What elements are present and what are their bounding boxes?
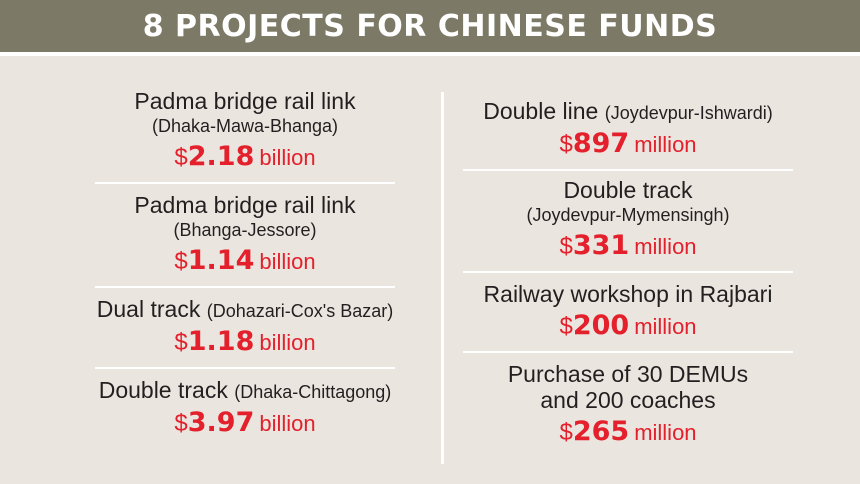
project-name-main: Dual track [96, 296, 201, 322]
amount-value: 897 [572, 128, 630, 159]
currency-symbol: $ [174, 329, 188, 356]
project-item: Padma bridge rail link (Bhanga-Jessore) … [95, 184, 395, 286]
project-name: Purchase of 30 DEMUs [507, 361, 749, 387]
project-amount: $1.18 billion [174, 325, 315, 363]
header-rule [0, 52, 860, 56]
currency-symbol: $ [174, 144, 188, 171]
project-amount: $2.18 billion [174, 140, 315, 178]
divider [463, 169, 793, 171]
amount-value: 200 [572, 310, 630, 341]
amount-value: 3.97 [187, 407, 255, 438]
amount-unit: million [634, 234, 697, 259]
project-name-main: Double line [483, 98, 599, 124]
divider [95, 182, 395, 184]
project-amount: $265 million [559, 415, 696, 453]
amount-unit: million [634, 420, 697, 445]
project-item: Railway workshop in Rajbari $200 million [463, 273, 793, 351]
currency-symbol: $ [559, 313, 573, 340]
amount-value: 331 [572, 230, 630, 261]
currency-symbol: $ [174, 410, 188, 437]
header-banner: 8 PROJECTS FOR CHINESE FUNDS [0, 0, 860, 52]
project-route: (Joydevpur-Mymensingh) [526, 205, 730, 225]
page-title: 8 PROJECTS FOR CHINESE FUNDS [142, 8, 718, 44]
project-route: (Bhanga-Jessore) [173, 220, 317, 240]
currency-symbol: $ [559, 233, 573, 260]
project-amount: $331 million [559, 229, 696, 267]
amount-value: 1.14 [187, 245, 255, 276]
project-name: Padma bridge rail link [134, 88, 356, 114]
project-name: Double track (Dhaka-Chittagong) [99, 377, 392, 404]
currency-symbol: $ [559, 419, 573, 446]
project-name: Railway workshop in Rajbari [483, 281, 773, 307]
project-item: Double track (Dhaka-Chittagong) $3.97 bil… [95, 369, 395, 444]
currency-symbol: $ [174, 248, 188, 275]
project-route: (Dhaka-Chittagong) [234, 382, 392, 402]
divider [95, 367, 395, 369]
amount-unit: billion [259, 249, 316, 274]
divider [463, 271, 793, 273]
currency-symbol: $ [559, 131, 573, 158]
left-project-column: Padma bridge rail link (Dhaka-Mawa-Bhang… [95, 88, 395, 444]
amount-unit: billion [259, 330, 316, 355]
project-route: (Dohazari-Cox's Bazar) [206, 301, 394, 321]
amount-value: 1.18 [187, 326, 255, 357]
project-amount: $1.14 billion [174, 244, 315, 282]
amount-unit: billion [259, 145, 316, 170]
divider [95, 286, 395, 288]
amount-unit: million [634, 132, 697, 157]
project-item: Padma bridge rail link (Dhaka-Mawa-Bhang… [95, 88, 395, 182]
amount-value: 2.18 [187, 141, 255, 172]
project-item: Double line (Joydevpur-Ishwardi) $897 mil… [463, 90, 793, 169]
project-item: Dual track (Dohazari-Cox's Bazar) $1.18 b… [95, 288, 395, 367]
project-name: Double track [563, 177, 693, 203]
project-route: (Joydevpur-Ishwardi) [604, 103, 773, 123]
project-item: Purchase of 30 DEMUs and 200 coaches $26… [463, 353, 793, 453]
divider [463, 351, 793, 353]
project-name: Dual track (Dohazari-Cox's Bazar) [97, 296, 393, 323]
amount-unit: million [634, 314, 697, 339]
project-name-line2: and 200 coaches [540, 387, 716, 413]
amount-value: 265 [572, 416, 630, 447]
project-amount: $3.97 billion [174, 406, 315, 444]
project-item: Double track (Joydevpur-Mymensingh) $331… [463, 171, 793, 271]
right-project-column: Double line (Joydevpur-Ishwardi) $897 mil… [463, 90, 793, 453]
column-divider [441, 92, 444, 464]
project-name: Padma bridge rail link [134, 192, 356, 218]
project-route: (Dhaka-Mawa-Bhanga) [151, 116, 339, 136]
project-amount: $200 million [559, 309, 696, 347]
project-amount: $897 million [559, 127, 696, 165]
project-name-main: Double track [98, 377, 228, 403]
project-name: Double line (Joydevpur-Ishwardi) [483, 98, 773, 125]
amount-unit: billion [259, 411, 316, 436]
